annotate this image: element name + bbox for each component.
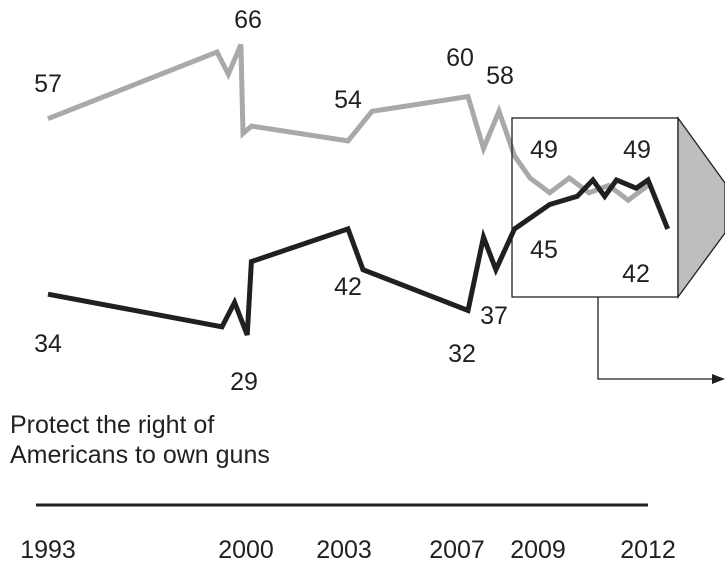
data-label-9: 42 [334, 273, 362, 301]
x-tick-label-2009: 2009 [510, 536, 566, 564]
data-label-1: 66 [234, 6, 262, 34]
x-tick-label-2012: 2012 [620, 536, 676, 564]
zoom-connector-line [597, 297, 716, 380]
black-series-line-group [47, 176, 671, 336]
data-label-2: 54 [334, 86, 362, 114]
data-label-3: 60 [446, 44, 474, 72]
data-label-13: 42 [622, 260, 650, 288]
gray-series-line [47, 43, 650, 204]
series-label: Protect the right of Americans to own gu… [10, 410, 370, 470]
x-tick-label-2000: 2000 [218, 536, 274, 564]
data-label-11: 37 [480, 302, 508, 330]
gray-series-line-group [47, 43, 650, 204]
x-tick-label-2007: 2007 [429, 536, 485, 564]
x-tick-label-2003: 2003 [316, 536, 372, 564]
data-label-5: 49 [530, 136, 558, 164]
data-label-12: 45 [530, 236, 558, 264]
data-label-10: 32 [448, 340, 476, 368]
x-tick-label-1993: 1993 [20, 536, 76, 564]
series-label-line-2: Americans to own guns [10, 441, 270, 469]
zoom-connector-arrowhead [712, 374, 725, 384]
data-label-4: 58 [486, 62, 514, 90]
data-label-0: 57 [34, 70, 62, 98]
series-label-line-1: Protect the right of [10, 411, 215, 439]
black-series-line [47, 176, 671, 336]
x-axis-tick-labels: 1993 2000 2003 2007 2009 2012 [20, 536, 676, 564]
data-label-6: 49 [623, 136, 651, 164]
data-label-8: 29 [230, 368, 258, 396]
data-label-7: 34 [34, 330, 62, 358]
zoom-callout-arrowhead [677, 115, 725, 299]
